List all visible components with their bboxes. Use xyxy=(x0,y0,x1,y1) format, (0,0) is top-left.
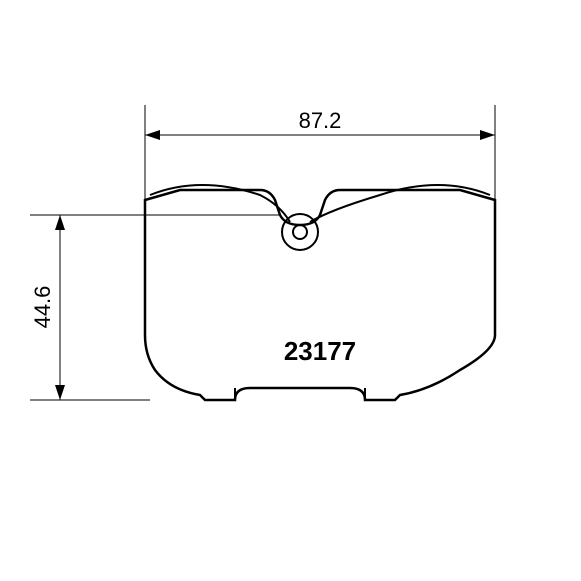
clip-coil-outer xyxy=(282,214,318,250)
height-dimension: 44.6 xyxy=(30,286,55,329)
width-dimension: 87.2 xyxy=(299,108,342,133)
arrow-left xyxy=(145,130,160,140)
arrow-bottom xyxy=(55,385,65,400)
brake-pad-outline xyxy=(145,190,495,400)
arrow-right xyxy=(480,130,495,140)
brake-pad-drawing: 87.2 44.6 23177 xyxy=(0,0,581,581)
part-number: 23177 xyxy=(284,336,356,366)
arrow-top xyxy=(55,215,65,230)
clip-coil-inner xyxy=(293,225,307,239)
